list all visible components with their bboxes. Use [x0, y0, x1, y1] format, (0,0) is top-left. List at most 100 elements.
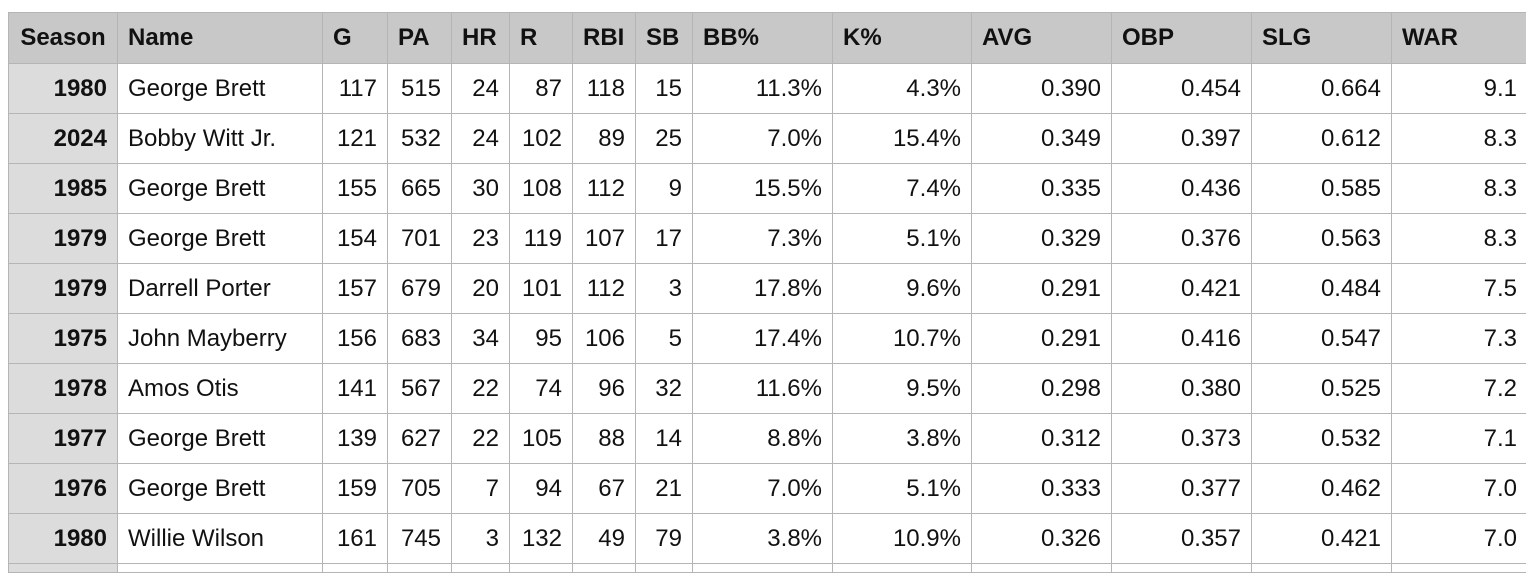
cell-hr[interactable]: 30: [452, 164, 510, 214]
cell-war[interactable]: 7.5: [1392, 264, 1526, 314]
cell-hr[interactable]: 22: [452, 364, 510, 414]
cell-season[interactable]: 1980: [9, 514, 118, 564]
cell-bb-pct[interactable]: 3.8%: [693, 514, 833, 564]
cell-pa[interactable]: 683: [388, 314, 452, 364]
cell-war[interactable]: 8.3: [1392, 164, 1526, 214]
cell-rbi[interactable]: 96: [573, 364, 636, 414]
cell-obp[interactable]: 0.376: [1112, 214, 1252, 264]
cell-sb[interactable]: 32: [636, 364, 693, 414]
cell-k-pct[interactable]: 10.7%: [833, 314, 972, 364]
cell-k-pct[interactable]: 9.5%: [833, 364, 972, 414]
cell-season[interactable]: 1985: [9, 164, 118, 214]
cell-obp[interactable]: 0.416: [1112, 314, 1252, 364]
cell-bb-pct[interactable]: 7.0%: [693, 464, 833, 514]
cell-k-pct[interactable]: 5.1%: [833, 214, 972, 264]
cell-war[interactable]: 8.3: [1392, 214, 1526, 264]
cell-slg[interactable]: 0.421: [1252, 514, 1392, 564]
cell-avg[interactable]: 0.312: [972, 414, 1112, 464]
cell-avg[interactable]: 0.329: [972, 214, 1112, 264]
cell-bb-pct[interactable]: 8.8%: [693, 414, 833, 464]
cell-pa[interactable]: 665: [388, 164, 452, 214]
cell-avg[interactable]: 0.291: [972, 314, 1112, 364]
cell-slg[interactable]: 0.532: [1252, 414, 1392, 464]
cell-g[interactable]: 154: [323, 214, 388, 264]
column-header-bb-pct[interactable]: BB%: [693, 13, 833, 64]
cell-obp[interactable]: 0.377: [1112, 464, 1252, 514]
cell-empty[interactable]: [693, 564, 833, 573]
cell-r[interactable]: 119: [510, 214, 573, 264]
cell-sb[interactable]: 15: [636, 64, 693, 114]
cell-slg[interactable]: 0.612: [1252, 114, 1392, 164]
cell-r[interactable]: 94: [510, 464, 573, 514]
cell-war[interactable]: 7.0: [1392, 514, 1526, 564]
cell-r[interactable]: 101: [510, 264, 573, 314]
cell-season[interactable]: 1976: [9, 464, 118, 514]
cell-name[interactable]: George Brett: [118, 164, 323, 214]
cell-k-pct[interactable]: 3.8%: [833, 414, 972, 464]
cell-hr[interactable]: 34: [452, 314, 510, 364]
column-header-name[interactable]: Name: [118, 13, 323, 64]
cell-bb-pct[interactable]: 11.6%: [693, 364, 833, 414]
cell-pa[interactable]: 627: [388, 414, 452, 464]
cell-name[interactable]: Darrell Porter: [118, 264, 323, 314]
cell-avg[interactable]: 0.298: [972, 364, 1112, 414]
cell-empty[interactable]: [118, 564, 323, 573]
cell-avg[interactable]: 0.335: [972, 164, 1112, 214]
cell-k-pct[interactable]: 7.4%: [833, 164, 972, 214]
cell-empty[interactable]: [9, 564, 118, 573]
column-header-obp[interactable]: OBP: [1112, 13, 1252, 64]
cell-slg[interactable]: 0.664: [1252, 64, 1392, 114]
cell-r[interactable]: 132: [510, 514, 573, 564]
cell-r[interactable]: 108: [510, 164, 573, 214]
cell-slg[interactable]: 0.525: [1252, 364, 1392, 414]
cell-obp[interactable]: 0.380: [1112, 364, 1252, 414]
column-header-g[interactable]: G: [323, 13, 388, 64]
cell-hr[interactable]: 24: [452, 114, 510, 164]
cell-obp[interactable]: 0.454: [1112, 64, 1252, 114]
cell-name[interactable]: George Brett: [118, 414, 323, 464]
cell-sb[interactable]: 9: [636, 164, 693, 214]
column-header-k-pct[interactable]: K%: [833, 13, 972, 64]
cell-g[interactable]: 156: [323, 314, 388, 364]
column-header-pa[interactable]: PA: [388, 13, 452, 64]
cell-k-pct[interactable]: 15.4%: [833, 114, 972, 164]
cell-g[interactable]: 159: [323, 464, 388, 514]
cell-k-pct[interactable]: 9.6%: [833, 264, 972, 314]
cell-obp[interactable]: 0.357: [1112, 514, 1252, 564]
cell-war[interactable]: 9.1: [1392, 64, 1526, 114]
column-header-r[interactable]: R: [510, 13, 573, 64]
cell-slg[interactable]: 0.547: [1252, 314, 1392, 364]
cell-g[interactable]: 139: [323, 414, 388, 464]
cell-empty[interactable]: [510, 564, 573, 573]
cell-sb[interactable]: 21: [636, 464, 693, 514]
column-header-season[interactable]: Season: [9, 13, 118, 64]
cell-bb-pct[interactable]: 7.3%: [693, 214, 833, 264]
cell-rbi[interactable]: 49: [573, 514, 636, 564]
cell-sb[interactable]: 14: [636, 414, 693, 464]
cell-rbi[interactable]: 112: [573, 164, 636, 214]
column-header-war[interactable]: WAR: [1392, 13, 1526, 64]
cell-bb-pct[interactable]: 7.0%: [693, 114, 833, 164]
column-header-avg[interactable]: AVG: [972, 13, 1112, 64]
cell-war[interactable]: 7.0: [1392, 464, 1526, 514]
cell-g[interactable]: 155: [323, 164, 388, 214]
column-header-hr[interactable]: HR: [452, 13, 510, 64]
cell-g[interactable]: 141: [323, 364, 388, 414]
cell-empty[interactable]: [1392, 564, 1526, 573]
cell-slg[interactable]: 0.462: [1252, 464, 1392, 514]
cell-k-pct[interactable]: 5.1%: [833, 464, 972, 514]
cell-pa[interactable]: 745: [388, 514, 452, 564]
cell-season[interactable]: 1975: [9, 314, 118, 364]
cell-season[interactable]: 1980: [9, 64, 118, 114]
cell-obp[interactable]: 0.373: [1112, 414, 1252, 464]
cell-bb-pct[interactable]: 11.3%: [693, 64, 833, 114]
cell-sb[interactable]: 5: [636, 314, 693, 364]
cell-r[interactable]: 87: [510, 64, 573, 114]
cell-pa[interactable]: 679: [388, 264, 452, 314]
cell-obp[interactable]: 0.421: [1112, 264, 1252, 314]
cell-hr[interactable]: 24: [452, 64, 510, 114]
cell-k-pct[interactable]: 10.9%: [833, 514, 972, 564]
cell-empty[interactable]: [452, 564, 510, 573]
cell-hr[interactable]: 7: [452, 464, 510, 514]
cell-g[interactable]: 157: [323, 264, 388, 314]
